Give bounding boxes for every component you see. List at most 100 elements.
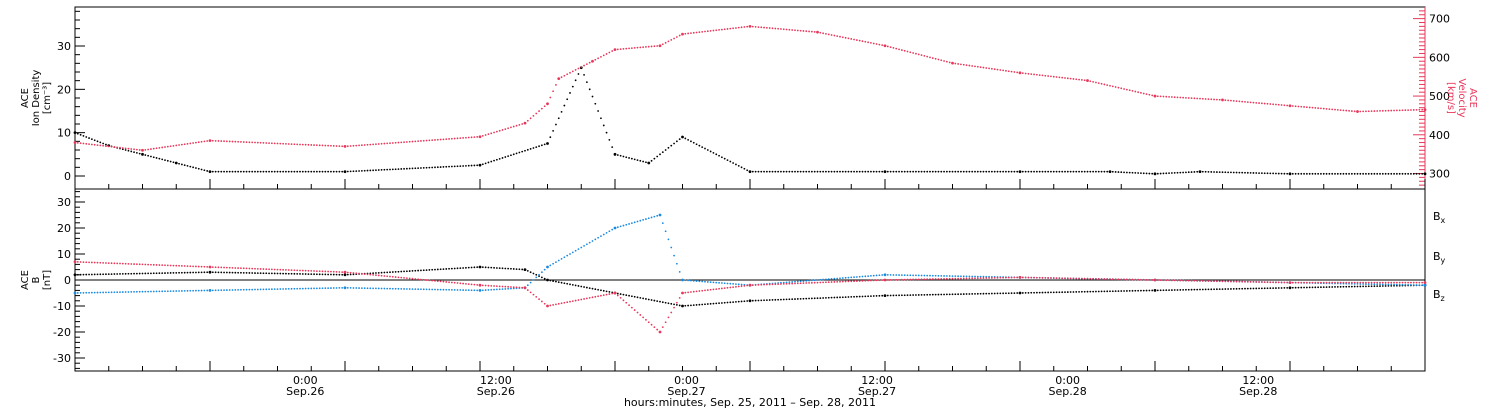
by-interp-dot xyxy=(366,287,369,290)
velocity-interp-dot xyxy=(566,73,569,76)
bz-interp-dot xyxy=(484,284,487,287)
density-interp-dot xyxy=(495,158,498,161)
by-interp-dot xyxy=(526,284,529,287)
density-interp-dot xyxy=(1348,172,1350,175)
bx-interp-dot xyxy=(76,273,79,276)
bz-interp-dot xyxy=(1075,277,1078,280)
by-interp-dot xyxy=(532,279,535,281)
velocity-interp-dot xyxy=(698,31,701,34)
by-interp-dot xyxy=(535,276,538,279)
bz-interp-dot xyxy=(774,283,777,286)
density-interp-dot xyxy=(1187,171,1190,174)
bz-interp-dot xyxy=(439,280,442,283)
bz-interp-dot xyxy=(459,282,462,285)
bx-interp-dot xyxy=(1213,288,1215,291)
bz-interp-dot xyxy=(993,276,996,279)
velocity-interp-dot xyxy=(484,134,487,136)
bz-interp-dot xyxy=(1021,276,1024,279)
bx-interp-dot xyxy=(450,267,453,270)
density-interp-dot xyxy=(138,152,141,155)
bx-interp-dot xyxy=(597,288,600,291)
velocity-interp-dot xyxy=(982,66,985,69)
bx-interp-dot xyxy=(1196,288,1199,291)
velocity-interp-dot xyxy=(510,126,512,129)
velocity-point xyxy=(523,121,527,125)
by-interp-dot xyxy=(782,281,785,284)
by-interp-dot xyxy=(625,223,628,226)
legend-base: B xyxy=(1433,288,1441,301)
bx-interp-dot xyxy=(999,292,1002,295)
velocity-interp-dot xyxy=(138,149,141,151)
bx-interp-dot xyxy=(569,283,571,286)
velocity-interp-dot xyxy=(268,142,270,145)
bx-interp-dot xyxy=(1185,288,1187,291)
bz-interp-dot xyxy=(206,265,209,268)
b-field-tick-label: 10 xyxy=(57,248,71,261)
velocity-interp-dot xyxy=(1365,110,1367,113)
density-interp-dot xyxy=(962,170,965,173)
velocity-interp-dot xyxy=(965,64,968,67)
bx-interp-dot xyxy=(79,273,82,276)
density-interp-dot xyxy=(740,166,743,169)
bx-interp-dot xyxy=(265,272,268,275)
bx-interp-dot xyxy=(299,273,301,275)
bz-interp-dot xyxy=(1322,281,1325,284)
velocity-interp-dot xyxy=(200,140,203,143)
bz-interp-dot xyxy=(735,285,737,288)
density-interp-dot xyxy=(628,157,630,159)
bz-interp-dot xyxy=(1114,278,1117,281)
by-interp-dot xyxy=(445,288,448,291)
density-interp-dot xyxy=(394,168,397,171)
density-interp-dot xyxy=(616,154,619,156)
bx-interp-dot xyxy=(301,273,304,275)
bz-interp-dot xyxy=(1103,278,1106,280)
density-point xyxy=(1108,170,1112,174)
velocity-interp-dot xyxy=(780,28,782,30)
bz-interp-dot xyxy=(625,301,628,304)
bz-interp-dot xyxy=(825,281,827,284)
bx-interp-dot xyxy=(169,272,172,274)
bx-interp-dot xyxy=(105,273,107,276)
legend-base: B xyxy=(1433,250,1441,263)
velocity-interp-dot xyxy=(1007,70,1010,73)
density-interp-dot xyxy=(1336,172,1339,175)
density-interp-dot xyxy=(645,161,647,164)
density-interp-dot xyxy=(515,152,518,155)
density-interp-dot xyxy=(1125,171,1128,174)
bz-interp-dot xyxy=(909,278,912,281)
velocity-interp-dot xyxy=(403,141,405,144)
bx-interp-dot xyxy=(951,293,954,296)
bx-interp-dot xyxy=(1266,287,1269,290)
density-interp-dot xyxy=(425,166,428,169)
velocity-interp-dot xyxy=(574,69,577,71)
bx-interp-dot xyxy=(141,272,144,275)
bz-interp-dot xyxy=(642,316,645,319)
velocity-interp-dot xyxy=(270,142,273,145)
velocity-point xyxy=(1288,104,1292,108)
density-interp-dot xyxy=(754,170,757,173)
bz-interp-dot xyxy=(684,291,687,294)
velocity-interp-dot xyxy=(1336,108,1339,111)
bz-interp-dot xyxy=(1204,280,1207,282)
bz-interp-dot xyxy=(1379,281,1381,284)
by-interp-dot xyxy=(794,280,796,283)
bx-interp-dot xyxy=(822,297,825,299)
by-interp-dot xyxy=(597,236,600,239)
velocity-interp-dot xyxy=(1033,73,1035,76)
bx-interp-dot xyxy=(1086,290,1089,293)
velocity-interp-dot xyxy=(805,30,808,33)
bx-interp-dot xyxy=(1078,290,1080,293)
velocity-interp-dot xyxy=(839,35,841,38)
by-interp-dot xyxy=(706,281,709,283)
bz-interp-dot xyxy=(481,284,484,287)
bx-point xyxy=(546,278,549,282)
bx-interp-dot xyxy=(816,297,819,300)
bz-interp-dot xyxy=(422,278,425,281)
density-interp-dot xyxy=(183,164,186,167)
bx-interp-dot xyxy=(498,267,501,270)
bz-interp-dot xyxy=(768,283,771,286)
bz-interp-dot xyxy=(450,281,453,284)
velocity-interp-dot xyxy=(1230,99,1232,102)
velocity-interp-dot xyxy=(1103,83,1106,86)
bz-interp-dot xyxy=(1342,281,1345,284)
